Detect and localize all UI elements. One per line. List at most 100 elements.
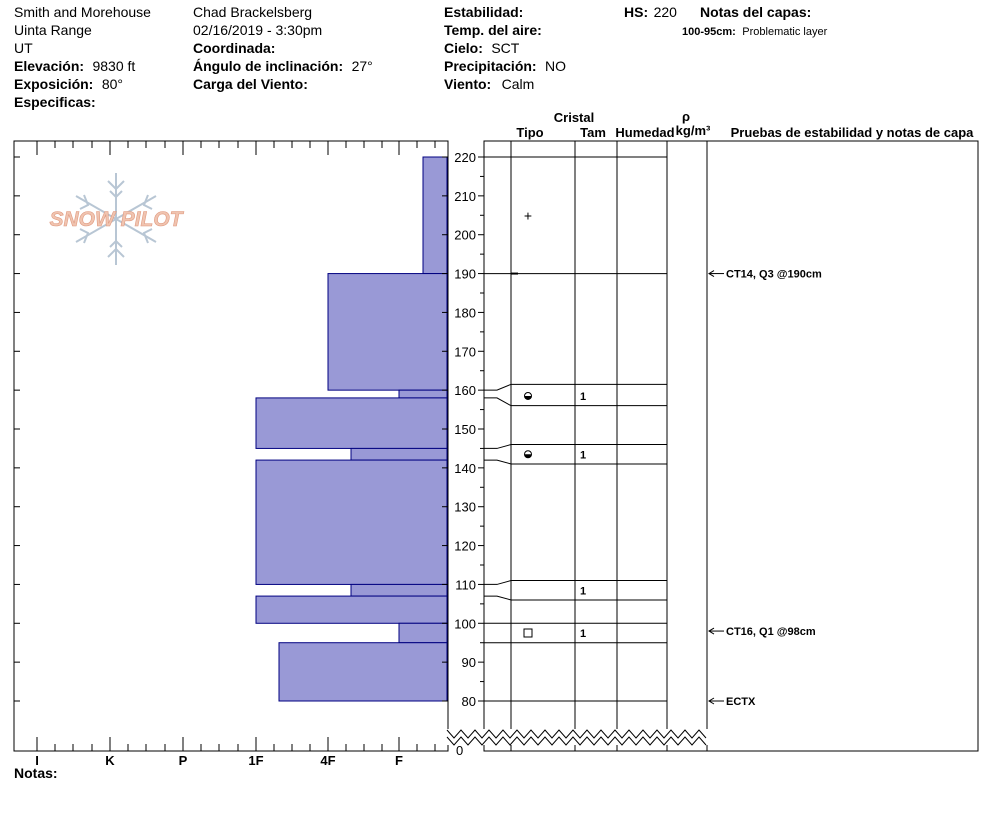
slope-value: 27° [352, 58, 373, 74]
depth-tick-label: 170 [454, 344, 476, 359]
grain-rows: +1 1 1 1 [484, 156, 667, 702]
precip-value: NO [545, 58, 566, 74]
col-crystal: Cristal [554, 110, 594, 125]
col-stability-notes: Pruebas de estabilidad y notas de capa [731, 125, 975, 140]
col-density-unit: kg/m³ [676, 123, 711, 138]
col-moisture: Humedad [615, 125, 674, 140]
layer-note-text: Problematic layer [742, 26, 827, 38]
sky-line: Cielo: SCT [444, 40, 520, 57]
hardness-bar [255, 459, 448, 585]
break-zigzag-top [446, 729, 707, 739]
column-headers: Cristal Tipo Tam Humedad ρ kg/m³ Pruebas… [516, 109, 974, 140]
hardness-bar [398, 622, 448, 644]
wind-value: Calm [502, 76, 535, 92]
hs-label: HS: [624, 4, 648, 20]
depth-tick-label: 150 [454, 422, 476, 437]
hardness-tick-label: F [395, 753, 403, 768]
precip-line: Precipitación: NO [444, 58, 566, 75]
hardness-minor-ticks [14, 141, 448, 751]
slope-label: Ángulo de inclinación: [193, 58, 343, 74]
wind-load-label: Carga del Viento: [193, 76, 308, 92]
layer-boundary [484, 580, 667, 585]
stability-test-arrowhead [708, 270, 715, 278]
precip-label: Precipitación: [444, 58, 537, 74]
depth-tick-label: 160 [454, 383, 476, 398]
sky-value: SCT [491, 40, 519, 56]
depth-tick-label: 200 [454, 228, 476, 243]
datetime: 02/16/2019 - 3:30pm [193, 22, 322, 38]
hs-value: 220 [654, 4, 678, 20]
logo-text: SNOW PILOT [50, 208, 185, 231]
grain-size-label: 1 [580, 628, 586, 640]
grain-type-square-icon [523, 628, 533, 638]
hardness-bar [350, 447, 448, 461]
depth-tick-label: 190 [454, 267, 476, 282]
hardness-plot-frame [13, 140, 449, 752]
location: Smith and Morehouse [14, 4, 151, 20]
hardness-tick-label: I [35, 753, 39, 768]
layer-boundary [484, 383, 667, 391]
grain-size-label: 1 [580, 391, 586, 403]
air-temp-label: Temp. del aire: [444, 22, 542, 38]
observer: Chad Brackelsberg [193, 4, 312, 20]
col-rho: ρ [682, 109, 690, 124]
depth-tick-label: 90 [462, 655, 476, 670]
stability-test-arrowhead [708, 697, 715, 705]
specifics-label: Especificas: [14, 94, 96, 110]
state: UT [14, 40, 33, 56]
sky-label: Cielo: [444, 40, 483, 56]
layer-boundary [484, 459, 667, 465]
col-type: Tipo [516, 125, 543, 140]
hardness-bar [398, 389, 448, 399]
elevation-value: 9830 ft [92, 58, 135, 74]
depth-tick-label: 180 [454, 305, 476, 320]
crystal-table: +1 1 1 1 CT14, Q3 @190cm CT16, Q1 @98cm ECTX [483, 140, 979, 752]
layer-note-line: 100-95cm: Problematic layer [682, 22, 828, 39]
elevation-label: Elevación: [14, 58, 84, 74]
hs-line: HS: 220 [624, 4, 677, 21]
hardness-x-ticks: I K P 1F 4F F [35, 753, 403, 768]
aspect-value: 80° [102, 76, 123, 92]
stability-test-label: CT14, Q3 @190cm [726, 269, 822, 281]
depth-tick-label: 120 [454, 539, 476, 554]
range: Uinta Range [14, 22, 92, 38]
hardness-bar [327, 273, 448, 391]
layer-boundary [484, 595, 667, 601]
grain-type-label: + [524, 207, 532, 223]
wind-line: Viento: Calm [444, 76, 534, 93]
depth-axis: 80 90 100 110 120 130 140 150 160 170 180 190 200 210… [454, 141, 485, 751]
hardness-bar [255, 595, 448, 624]
hardness-tick-label: K [105, 753, 115, 768]
depth-break: 0 [446, 729, 709, 758]
hardness-plot: I K P 1F 4F F [13, 140, 449, 768]
hardness-bar [350, 583, 448, 597]
hardness-tick-label: P [179, 753, 188, 768]
grain-type-rounded-fill [524, 454, 532, 458]
stability-label: Estabilidad: [444, 4, 523, 20]
stability-test-arrowhead [708, 627, 715, 635]
grain-size-label: 1 [580, 585, 586, 597]
layer-notes-label: Notas del capas: [700, 4, 811, 20]
stability-tests: CT14, Q3 @190cm CT16, Q1 @98cm ECTX [708, 269, 822, 708]
snowflake-icon [75, 173, 157, 265]
stability-test-label: CT16, Q1 @98cm [726, 626, 816, 638]
elevation-line: Elevación: 9830 ft [14, 58, 135, 75]
layer-boundary [484, 444, 667, 449]
hardness-bar [278, 642, 448, 702]
hardness-bar [255, 397, 448, 449]
header-info: Smith and Morehouse Uinta Range UT Eleva… [14, 4, 828, 110]
hardness-bars [255, 156, 448, 702]
hardness-bar [422, 156, 448, 275]
break-mask [446, 729, 709, 745]
grain-size-label: 1 [580, 449, 586, 461]
depth-tick-label: 210 [454, 189, 476, 204]
break-zero-label: 0 [456, 743, 463, 758]
layer-boundary [484, 397, 667, 407]
stability-test-label: ECTX [726, 696, 756, 708]
hardness-tick-label: 4F [320, 753, 335, 768]
slope-line: Ángulo de inclinación: 27° [193, 58, 373, 75]
hardness-tick-label: 1F [248, 753, 263, 768]
depth-tick-label: 130 [454, 500, 476, 515]
depth-tick-label: 220 [454, 150, 476, 165]
